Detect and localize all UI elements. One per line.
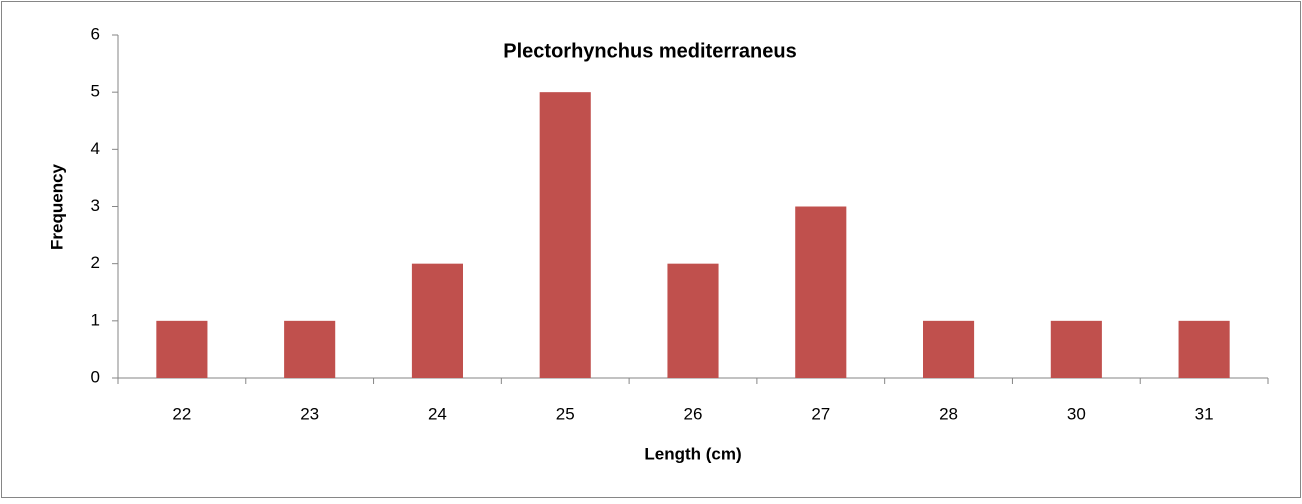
y-tick-label: 6: [91, 24, 100, 43]
y-tick-label: 4: [91, 139, 100, 158]
y-tick-label: 0: [91, 367, 100, 386]
x-tick-label: 27: [811, 404, 830, 423]
bar: [795, 206, 847, 378]
bar: [284, 320, 336, 378]
bar: [539, 92, 591, 379]
x-tick-label: 24: [428, 404, 447, 423]
x-tick-label: 30: [1067, 404, 1086, 423]
bar: [667, 263, 719, 378]
bar: [1050, 320, 1102, 378]
y-tick-label: 1: [91, 310, 100, 329]
x-tick-label: 23: [300, 404, 319, 423]
y-tick-label: 2: [91, 253, 100, 272]
x-tick-label: 28: [939, 404, 958, 423]
bar: [156, 320, 208, 378]
x-tick-label: 26: [684, 404, 703, 423]
x-tick-label: 31: [1195, 404, 1214, 423]
bar: [411, 263, 463, 378]
y-tick-label: 3: [91, 196, 100, 215]
y-axis-label: Frequency: [47, 163, 66, 250]
y-tick-label: 5: [91, 82, 100, 101]
x-axis-label: Length (cm): [644, 444, 741, 463]
bar: [1178, 320, 1230, 378]
x-tick-label: 25: [556, 404, 575, 423]
chart-title: Plectorhynchus mediterraneus: [503, 40, 796, 62]
x-tick-label: 22: [172, 404, 191, 423]
bar: [923, 320, 975, 378]
